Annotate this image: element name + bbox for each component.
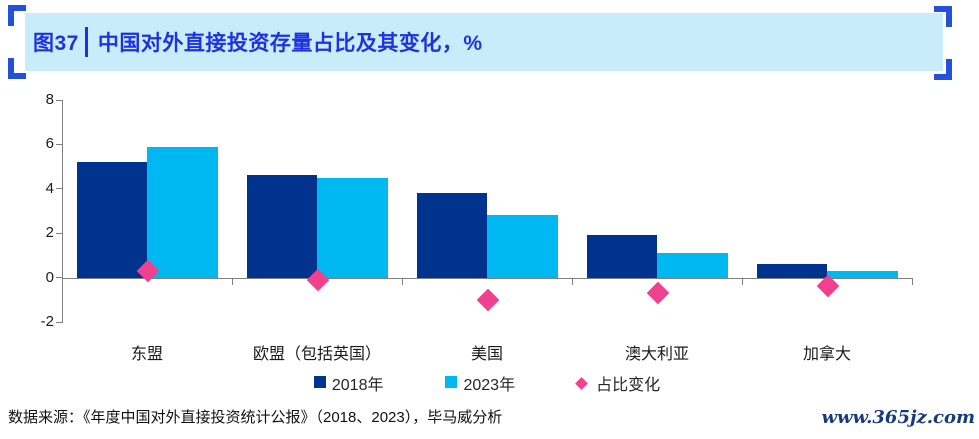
corner-bracket-bottom-right	[934, 59, 952, 80]
y-axis-tick	[56, 232, 62, 234]
y-axis-tick-label: 0	[45, 268, 54, 286]
corner-bracket-top-right	[934, 6, 952, 27]
bar-2018年	[417, 193, 487, 278]
x-axis-tick	[572, 278, 573, 285]
x-axis-line	[62, 277, 913, 279]
y-axis-tick-label: -2	[40, 313, 54, 330]
category-label: 美国	[470, 346, 503, 363]
source-note: 数据来源：《年度中国对外直接投资统计公报》（2018、2023），毕马威分析	[8, 409, 503, 426]
change-diamond	[476, 288, 499, 312]
category-label: 加拿大	[802, 346, 851, 363]
y-axis-tick	[56, 143, 62, 145]
corner-bracket-bottom-left	[8, 58, 26, 79]
corner-bracket-top-left	[8, 5, 26, 26]
legend-label: 2023年	[463, 377, 516, 394]
x-axis-tick	[232, 278, 233, 285]
banner-background: 图37 中国对外直接投资存量占比及其变化，%	[25, 13, 943, 71]
y-axis-tick-label: 2	[45, 224, 54, 242]
figure-title: 中国对外直接投资存量占比及其变化，%	[97, 32, 483, 55]
category-label: 澳大利亚	[624, 346, 689, 363]
chart-legend: 2018年 2023年 占比变化	[62, 371, 912, 395]
change-diamond	[646, 281, 669, 305]
legend-item-1: 2018年	[313, 371, 384, 395]
y-axis-tick	[56, 99, 62, 101]
legend-label: 2018年	[331, 377, 384, 394]
legend-diamond-swatch	[575, 376, 588, 390]
watermark-url: www.365jz.com	[821, 407, 975, 428]
legend-square-swatch	[445, 376, 458, 388]
bar-2018年	[757, 264, 827, 278]
title-divider	[84, 27, 88, 57]
x-axis-tick	[912, 278, 913, 285]
legend-label: 占比变化	[596, 377, 661, 394]
x-axis-tick	[742, 278, 743, 285]
y-axis-tick-label: 8	[45, 91, 54, 108]
y-axis-tick	[56, 277, 62, 279]
page-title: 图37 中国对外直接投资存量占比及其变化，%	[25, 27, 483, 57]
y-axis-tick	[56, 188, 62, 190]
bar-2023年	[827, 270, 898, 278]
bar-2018年	[587, 235, 657, 278]
bar-2018年	[247, 175, 317, 278]
legend-item-2: 2023年	[445, 371, 515, 395]
category-label: 欧盟（包括英国）	[252, 346, 381, 363]
bar-2018年	[77, 162, 147, 278]
bar-chart: 8 6 4 2 0 -2 东盟 欧盟（包括英国） 美国 澳大利亚 加拿大	[41, 91, 913, 363]
figure-number: 图37	[33, 32, 79, 55]
bar-2023年	[317, 177, 388, 278]
legend-square-swatch	[313, 376, 326, 388]
bar-2023年	[657, 253, 728, 278]
y-axis-tick	[56, 321, 62, 323]
x-axis-tick	[402, 278, 403, 285]
y-axis-tick-label: 6	[45, 135, 54, 153]
y-axis-line	[62, 100, 63, 323]
legend-item-3: 占比变化	[575, 371, 661, 395]
bar-2023年	[487, 215, 558, 278]
bar-2023年	[147, 146, 218, 278]
y-axis-tick-label: 4	[45, 179, 54, 197]
category-label: 东盟	[130, 346, 163, 363]
